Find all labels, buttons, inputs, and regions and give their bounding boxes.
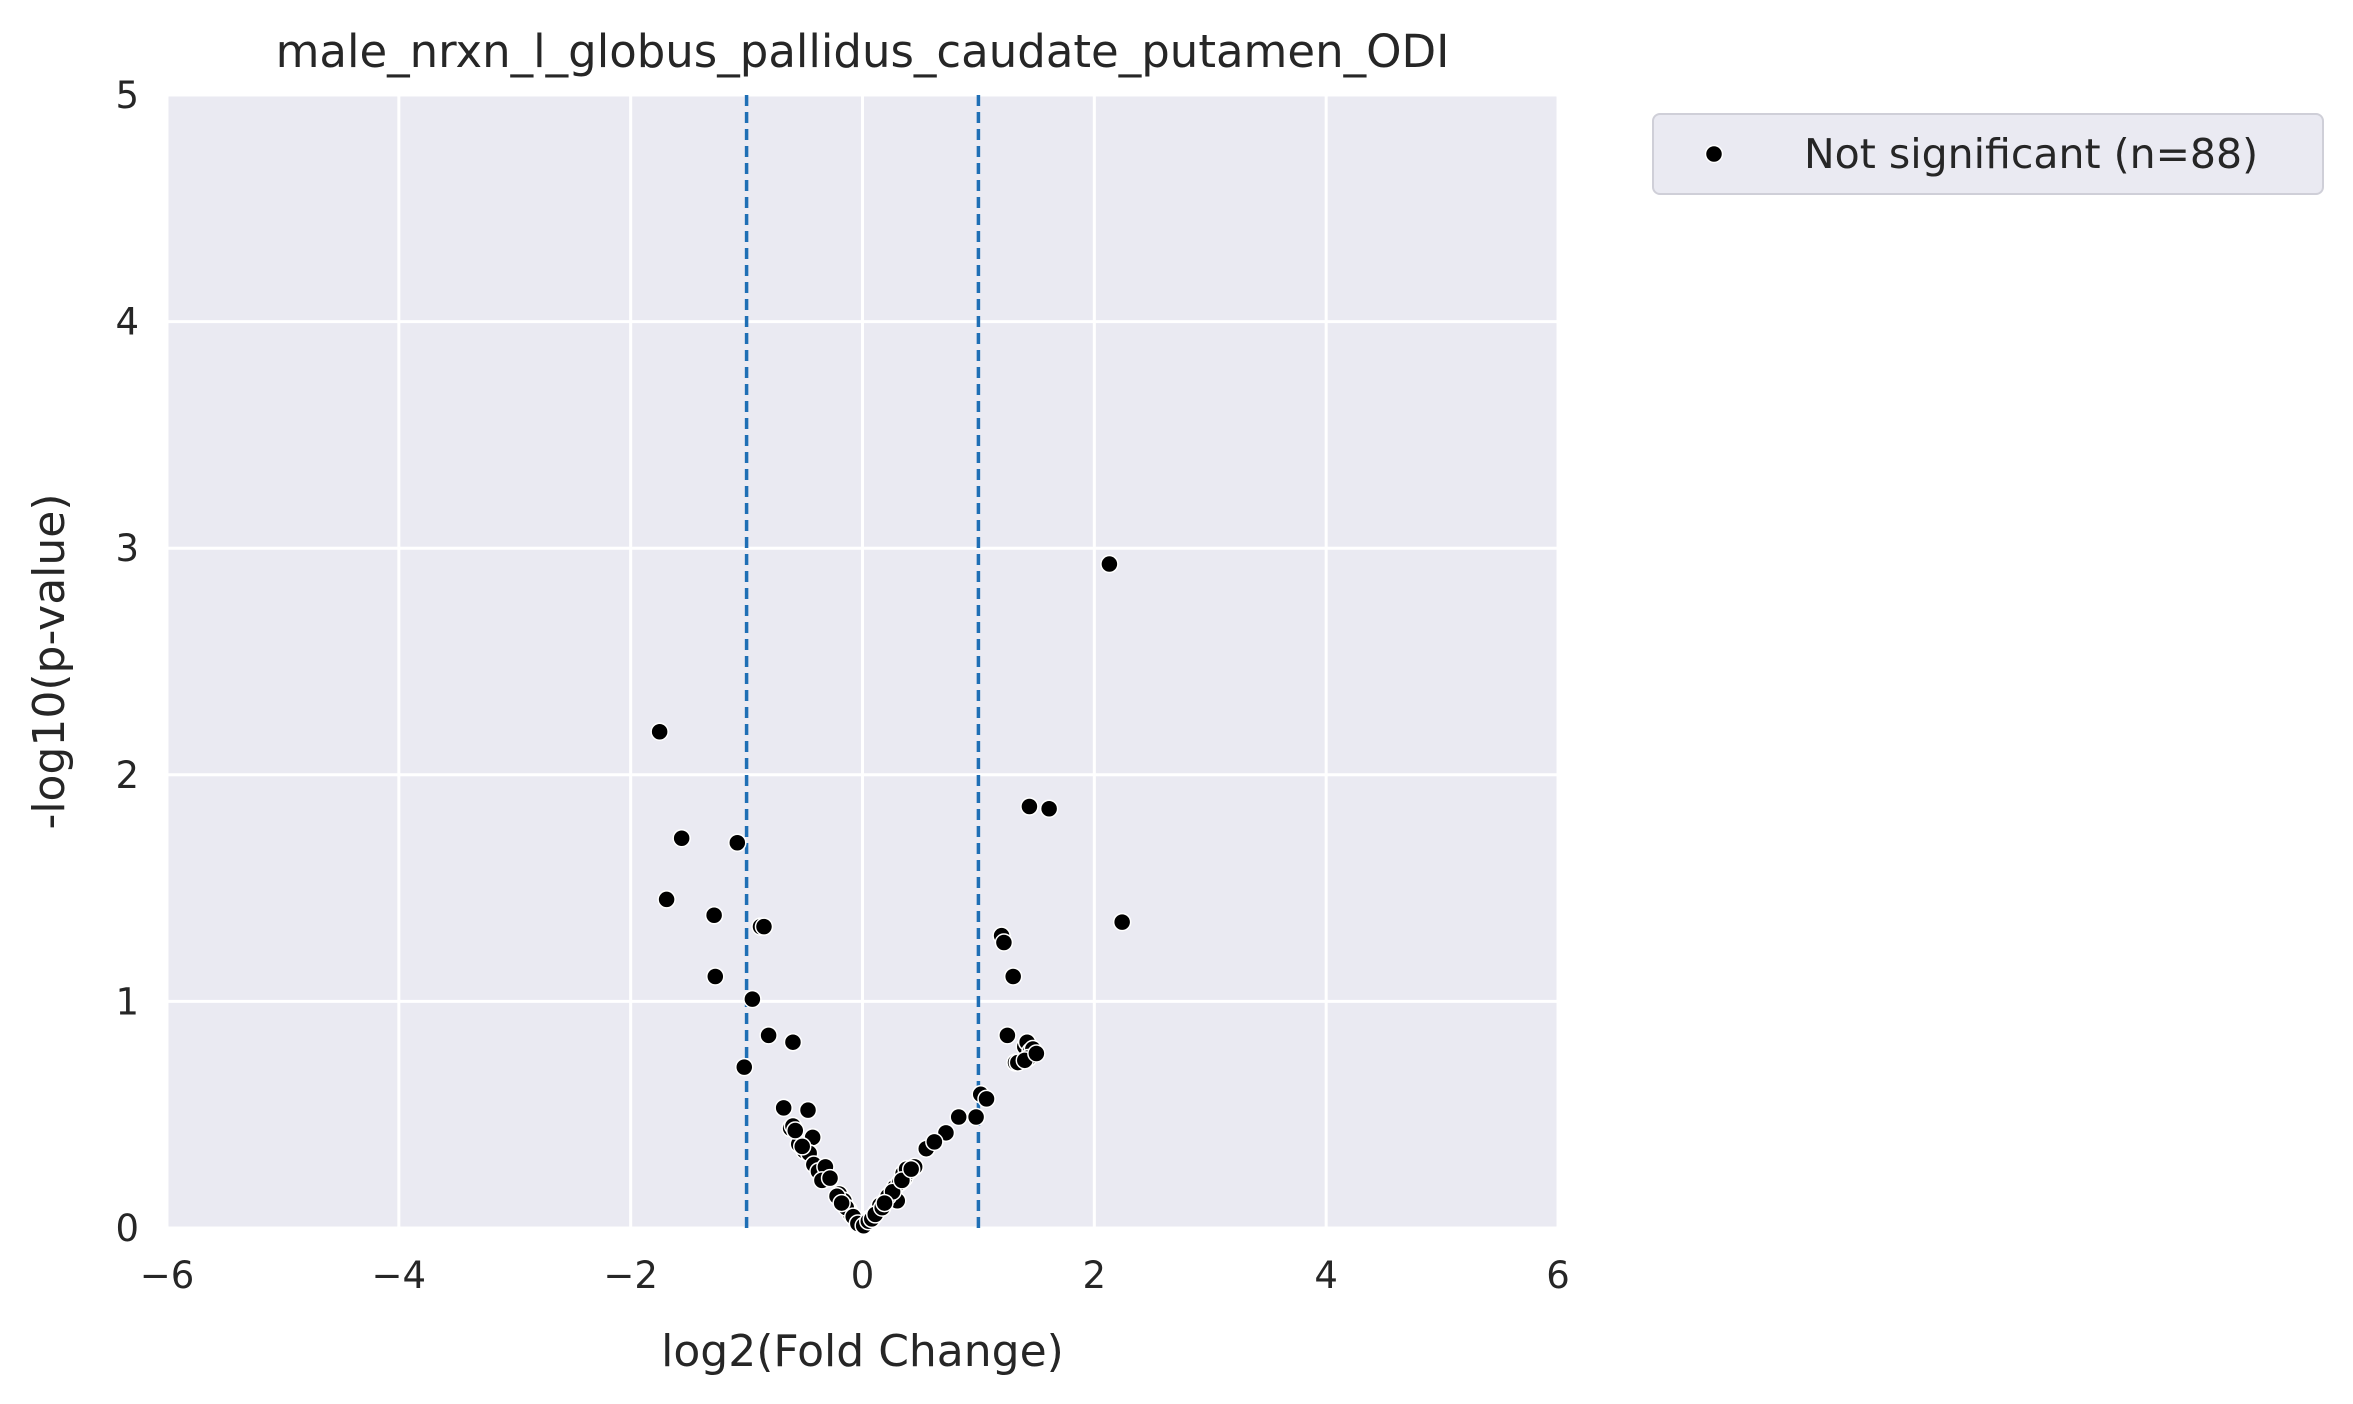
x-tick-label: 4 xyxy=(1314,1254,1338,1297)
x-tick-label: 6 xyxy=(1546,1254,1570,1297)
data-point xyxy=(977,1089,996,1109)
y-tick-labels: 0 1 2 3 4 5 xyxy=(115,74,139,1250)
x-tick-label: 2 xyxy=(1083,1254,1107,1297)
legend-entry-label: Not significant (n=88) xyxy=(1804,130,2258,178)
data-point xyxy=(1003,967,1023,986)
data-point xyxy=(792,1137,812,1156)
data-point xyxy=(994,933,1014,952)
data-point xyxy=(798,1100,818,1120)
data-point xyxy=(925,1132,944,1152)
data-point xyxy=(966,1107,986,1127)
data-point xyxy=(820,1168,840,1188)
legend: Not significant (n=88) xyxy=(1652,113,2324,195)
legend-marker xyxy=(1704,144,1724,164)
data-point xyxy=(774,1098,793,1118)
y-tick-label: 5 xyxy=(115,74,139,117)
data-point xyxy=(832,1193,851,1213)
data-point xyxy=(672,828,691,848)
y-tick-label: 0 xyxy=(115,1207,139,1250)
threshold-lines xyxy=(744,95,981,1228)
y-tick-label: 4 xyxy=(115,301,139,344)
data-point xyxy=(650,722,669,741)
data-point xyxy=(704,906,724,925)
data-point xyxy=(1112,912,1132,932)
y-tick-label: 3 xyxy=(115,527,139,570)
data-point xyxy=(1020,797,1039,816)
y-tick-label: 1 xyxy=(115,980,139,1023)
data-point xyxy=(998,1026,1017,1045)
data-point xyxy=(1027,1044,1046,1063)
data-point xyxy=(949,1107,968,1127)
data-point xyxy=(706,967,725,986)
data-point xyxy=(1100,554,1119,574)
chart-title: male_nrxn_l_globus_pallidus_caudate_puta… xyxy=(276,25,1450,78)
x-tick-label: −2 xyxy=(603,1254,658,1297)
data-point xyxy=(728,833,747,853)
y-tick-label: 2 xyxy=(115,754,139,797)
data-points xyxy=(650,554,1132,1235)
data-point xyxy=(783,1032,803,1052)
x-tick-labels: −6 −4 −2 0 2 4 6 xyxy=(140,1254,1570,1297)
data-point xyxy=(759,1026,778,1045)
data-point xyxy=(743,989,762,1009)
data-point xyxy=(786,1121,805,1140)
x-tick-label: −4 xyxy=(372,1254,427,1297)
data-point xyxy=(875,1193,894,1213)
data-point xyxy=(754,917,774,936)
data-point xyxy=(1039,799,1059,819)
grid-lines xyxy=(165,93,1560,1230)
y-axis-title: -log10(p-value) xyxy=(24,493,75,829)
data-point xyxy=(901,1159,921,1179)
x-tick-label: 0 xyxy=(851,1254,875,1297)
x-tick-label: −6 xyxy=(140,1254,195,1297)
legend-box xyxy=(1652,113,2324,195)
data-point xyxy=(657,890,676,909)
x-axis-title: log2(Fold Change) xyxy=(661,1326,1064,1377)
data-point xyxy=(735,1057,754,1077)
